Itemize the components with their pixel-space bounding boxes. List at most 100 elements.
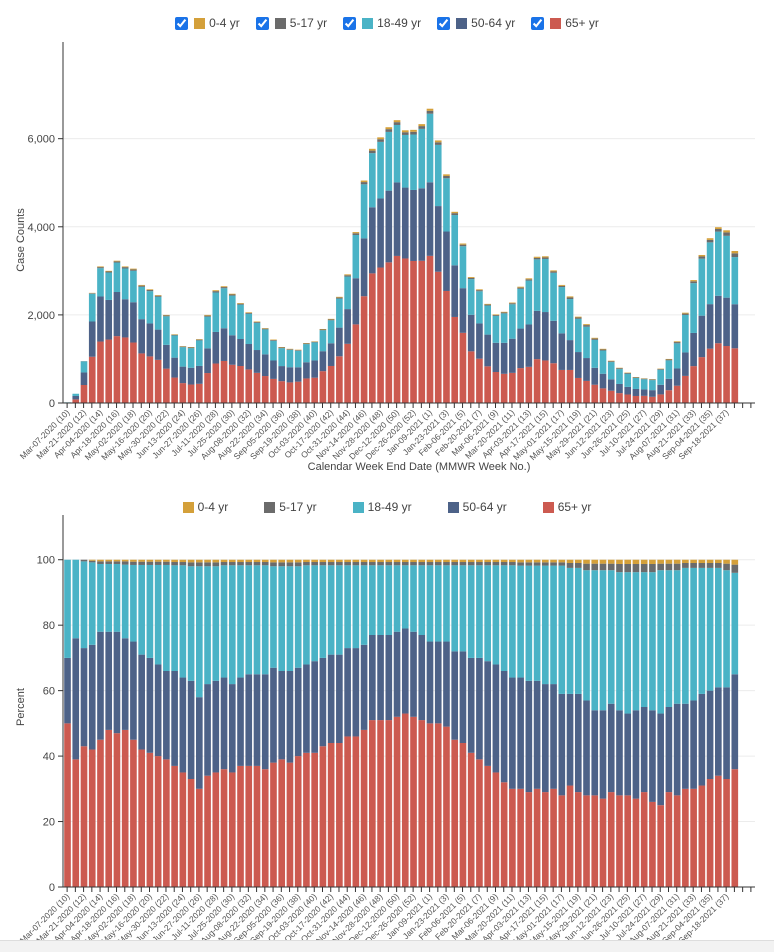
bar-18-49-yr-56[interactable] [526, 566, 533, 681]
bar-0-4-yr-35[interactable] [353, 232, 360, 233]
bar-0-4-yr-45[interactable] [435, 140, 442, 142]
bar-5-17-yr-31[interactable] [320, 562, 327, 565]
bar-18-49-yr-1[interactable] [72, 560, 79, 639]
bar-50-64-yr-58[interactable] [542, 312, 549, 360]
bar-65plus-yr-25[interactable] [270, 763, 277, 887]
bar-5-17-yr-53[interactable] [501, 312, 508, 313]
bar-18-49-yr-59[interactable] [550, 273, 557, 321]
bar-0-4-yr-81[interactable] [731, 251, 738, 253]
bar-65plus-yr-39[interactable] [385, 262, 392, 403]
bar-18-49-yr-80[interactable] [723, 236, 730, 298]
bar-18-49-yr-19[interactable] [221, 288, 228, 328]
bar-50-64-yr-77[interactable] [699, 316, 706, 357]
bar-0-4-yr-12[interactable] [163, 560, 170, 562]
bar-18-49-yr-50[interactable] [476, 565, 483, 658]
bar-65plus-yr-29[interactable] [303, 753, 310, 887]
bar-65plus-yr-78[interactable] [707, 779, 714, 887]
bar-5-17-yr-19[interactable] [221, 287, 228, 288]
bar-5-17-yr-40[interactable] [394, 122, 401, 125]
bar-65plus-yr-56[interactable] [526, 792, 533, 887]
bar-18-49-yr-21[interactable] [237, 305, 244, 339]
bar-65plus-yr-55[interactable] [517, 368, 524, 403]
bar-50-64-yr-52[interactable] [493, 343, 500, 372]
bar-50-64-yr-78[interactable] [707, 691, 714, 779]
bar-65plus-yr-24[interactable] [262, 769, 269, 887]
bar-0-4-yr-67[interactable] [616, 560, 623, 564]
bar-18-49-yr-73[interactable] [666, 570, 673, 707]
bar-65plus-yr-10[interactable] [147, 356, 154, 403]
bar-18-49-yr-20[interactable] [229, 565, 236, 684]
bar-65plus-yr-6[interactable] [114, 336, 121, 403]
bar-18-49-yr-28[interactable] [295, 351, 302, 368]
bar-5-17-yr-62[interactable] [575, 318, 582, 319]
bar-65plus-yr-40[interactable] [394, 717, 401, 887]
bar-5-17-yr-59[interactable] [550, 562, 557, 565]
bar-50-64-yr-11[interactable] [155, 330, 162, 360]
bar-0-4-yr-50[interactable] [476, 289, 483, 290]
bar-18-49-yr-15[interactable] [188, 348, 195, 368]
bar-65plus-yr-54[interactable] [509, 789, 516, 887]
bar-5-17-yr-29[interactable] [303, 562, 310, 565]
bar-18-49-yr-11[interactable] [155, 297, 162, 330]
bar-0-4-yr-46[interactable] [443, 174, 450, 176]
bar-5-17-yr-11[interactable] [155, 562, 162, 565]
bar-18-49-yr-24[interactable] [262, 329, 269, 354]
bar-5-17-yr-33[interactable] [336, 298, 343, 299]
bar-5-17-yr-46[interactable] [443, 562, 450, 565]
bar-0-4-yr-58[interactable] [542, 256, 549, 257]
bar-18-49-yr-71[interactable] [649, 380, 656, 390]
bar-65plus-yr-34[interactable] [344, 736, 351, 887]
bar-65plus-yr-64[interactable] [591, 795, 598, 887]
bar-65plus-yr-7[interactable] [122, 337, 129, 403]
bar-65plus-yr-15[interactable] [188, 779, 195, 887]
bar-5-17-yr-74[interactable] [674, 564, 681, 571]
bar-65plus-yr-80[interactable] [723, 346, 730, 403]
bar-5-17-yr-9[interactable] [138, 286, 145, 287]
bar-0-4-yr-36[interactable] [361, 181, 368, 183]
bar-18-49-yr-18[interactable] [212, 292, 219, 331]
bar-5-17-yr-13[interactable] [171, 335, 178, 336]
bar-50-64-yr-69[interactable] [633, 389, 640, 396]
bar-5-17-yr-38[interactable] [377, 562, 384, 565]
bar-50-64-yr-37[interactable] [369, 635, 376, 720]
bar-18-49-yr-52[interactable] [493, 565, 500, 664]
bar-18-49-yr-39[interactable] [385, 132, 392, 191]
bar-18-49-yr-51[interactable] [484, 306, 491, 335]
bar-65plus-yr-25[interactable] [270, 379, 277, 403]
bar-65plus-yr-32[interactable] [328, 366, 335, 403]
bar-5-17-yr-33[interactable] [336, 562, 343, 565]
bar-0-4-yr-21[interactable] [237, 303, 244, 304]
bar-0-4-yr-64[interactable] [591, 560, 598, 564]
bar-65plus-yr-62[interactable] [575, 378, 582, 403]
bar-5-17-yr-8[interactable] [130, 269, 137, 270]
bar-5-17-yr-13[interactable] [171, 562, 178, 565]
bar-0-4-yr-50[interactable] [476, 560, 483, 562]
bar-18-49-yr-46[interactable] [443, 565, 450, 641]
bar-0-4-yr-75[interactable] [682, 560, 689, 563]
bar-5-17-yr-50[interactable] [476, 562, 483, 565]
bar-50-64-yr-16[interactable] [196, 697, 203, 789]
bar-0-4-yr-39[interactable] [385, 127, 392, 129]
bar-5-17-yr-76[interactable] [690, 281, 697, 283]
bar-50-64-yr-31[interactable] [320, 658, 327, 746]
bar-18-49-yr-45[interactable] [435, 565, 442, 641]
bar-50-64-yr-65[interactable] [600, 374, 607, 389]
bar-5-17-yr-24[interactable] [262, 562, 269, 565]
bar-0-4-yr-3[interactable] [89, 560, 96, 561]
bar-18-49-yr-75[interactable] [682, 568, 689, 704]
bar-0-4-yr-18[interactable] [212, 560, 219, 563]
bar-18-49-yr-78[interactable] [707, 568, 714, 691]
bar-18-49-yr-69[interactable] [633, 378, 640, 389]
bar-18-49-yr-9[interactable] [138, 565, 145, 655]
bar-18-49-yr-63[interactable] [583, 327, 590, 358]
bar-50-64-yr-23[interactable] [254, 674, 261, 766]
bar-18-49-yr-59[interactable] [550, 566, 557, 684]
bar-18-49-yr-27[interactable] [287, 566, 294, 671]
bar-0-4-yr-37[interactable] [369, 560, 376, 562]
bar-65plus-yr-8[interactable] [130, 343, 137, 403]
bar-0-4-yr-76[interactable] [690, 560, 697, 563]
legend-item-0-4-yr[interactable]: 0-4 yr [183, 500, 229, 514]
bar-65plus-yr-28[interactable] [295, 382, 302, 403]
bar-50-64-yr-66[interactable] [608, 704, 615, 792]
bar-65plus-yr-49[interactable] [468, 753, 475, 887]
